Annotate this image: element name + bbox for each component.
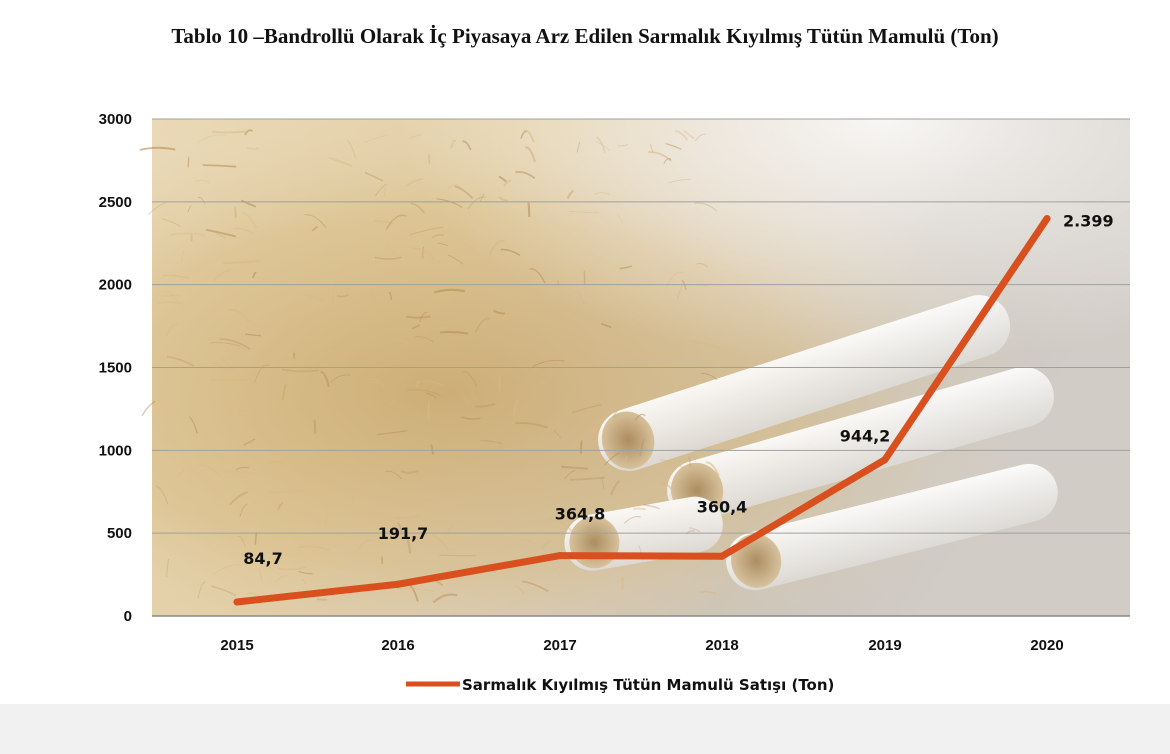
footer-band bbox=[0, 704, 1170, 754]
data-label: 360,4 bbox=[697, 497, 748, 516]
data-label: 364,8 bbox=[555, 505, 606, 524]
data-point bbox=[394, 580, 402, 588]
x-tick-label: 2020 bbox=[1030, 637, 1063, 654]
x-tick-label: 2019 bbox=[868, 637, 901, 654]
series-line-segment bbox=[233, 580, 402, 606]
data-label: 2.399 bbox=[1063, 212, 1114, 231]
legend-label: Sarmalık Kıyılmış Tütün Mamulü Satışı (T… bbox=[462, 676, 834, 694]
series-line-segment bbox=[718, 456, 889, 560]
y-tick-label: 0 bbox=[124, 608, 132, 625]
gridlines bbox=[152, 118, 1130, 617]
y-tick-label: 3000 bbox=[99, 111, 132, 128]
y-axis-ticks: 0 500 1000 1500 2000 2500 3000 bbox=[99, 111, 132, 625]
legend: Sarmalık Kıyılmış Tütün Mamulü Satışı (T… bbox=[406, 676, 834, 694]
x-tick-label: 2016 bbox=[381, 637, 414, 654]
x-tick-label: 2018 bbox=[705, 637, 738, 654]
y-tick-label: 2500 bbox=[99, 194, 132, 211]
data-point bbox=[1043, 215, 1051, 223]
y-tick-label: 2000 bbox=[99, 277, 132, 294]
x-axis-ticks: 2015 2016 2017 2018 2019 2020 bbox=[220, 637, 1063, 654]
data-point bbox=[718, 552, 726, 560]
data-labels: 84,7 191,7 364,8 360,4 944,2 2.399 bbox=[243, 212, 1113, 568]
series-line-segment bbox=[556, 552, 726, 560]
series-layer bbox=[233, 215, 1051, 606]
series-line-segment bbox=[881, 215, 1051, 464]
y-tick-label: 1000 bbox=[99, 442, 132, 459]
x-tick-label: 2017 bbox=[543, 637, 576, 654]
series-line-segment bbox=[394, 552, 564, 588]
data-point bbox=[556, 552, 564, 560]
y-tick-label: 1500 bbox=[99, 360, 132, 377]
y-tick-label: 500 bbox=[107, 525, 132, 542]
data-label: 84,7 bbox=[243, 549, 282, 568]
chart-title: Tablo 10 –Bandrollü Olarak İç Piyasaya A… bbox=[171, 24, 999, 48]
data-point bbox=[233, 598, 241, 606]
data-point bbox=[881, 456, 889, 464]
x-tick-label: 2015 bbox=[220, 637, 253, 654]
data-label: 944,2 bbox=[840, 427, 891, 446]
data-label: 191,7 bbox=[378, 524, 429, 543]
